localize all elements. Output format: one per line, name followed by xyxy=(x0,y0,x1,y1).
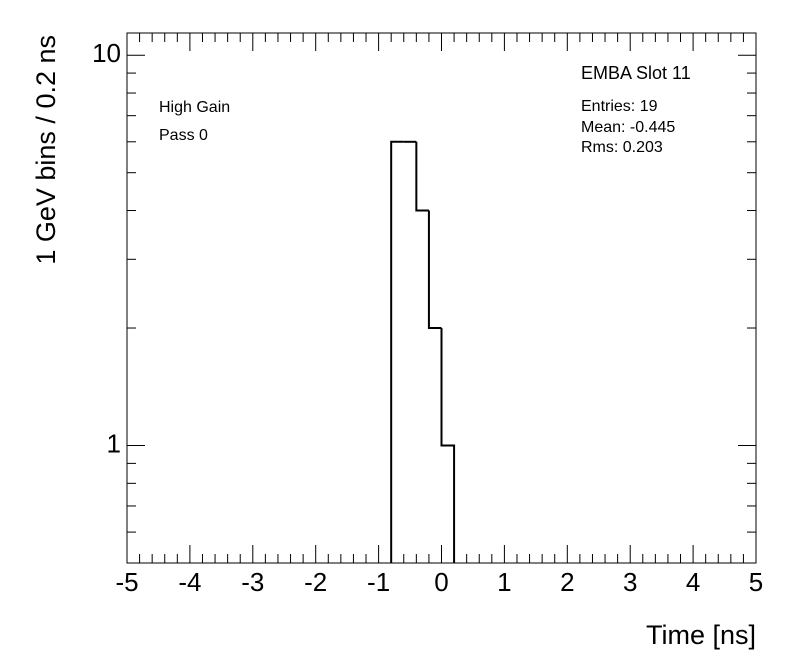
x-tick-label: 0 xyxy=(434,567,448,597)
x-tick-label: -5 xyxy=(115,567,138,597)
x-tick-label: 2 xyxy=(560,567,574,597)
y-axis-title: 1 GeV bins / 0.2 ns xyxy=(31,35,61,265)
y-tick-label: 1 xyxy=(107,428,121,458)
pass-label: Pass 0 xyxy=(159,127,208,144)
histogram-bin xyxy=(415,141,429,212)
stats-mean: Mean: -0.445 xyxy=(581,119,675,136)
x-tick-label: 5 xyxy=(749,567,763,597)
histogram-bin xyxy=(390,140,404,563)
x-axis-title: Time [ns] xyxy=(646,620,756,650)
y-tick-label: 10 xyxy=(92,38,121,68)
x-tick-label: 4 xyxy=(686,567,700,597)
x-tick-label: 3 xyxy=(623,567,637,597)
x-tick-label: -1 xyxy=(367,567,390,597)
chart-title: EMBA Slot 11 xyxy=(581,63,691,83)
gain-label: High Gain xyxy=(159,99,230,116)
x-tick-label: -3 xyxy=(241,567,264,597)
stats-entries: Entries: 19 xyxy=(581,98,658,115)
x-tick-label: -2 xyxy=(304,567,327,597)
x-tick-label: -4 xyxy=(178,567,201,597)
x-tick-label: 1 xyxy=(497,567,511,597)
histogram-bin xyxy=(440,328,456,563)
stats-rms: Rms: 0.203 xyxy=(581,139,663,156)
histogram-bin xyxy=(427,210,442,330)
